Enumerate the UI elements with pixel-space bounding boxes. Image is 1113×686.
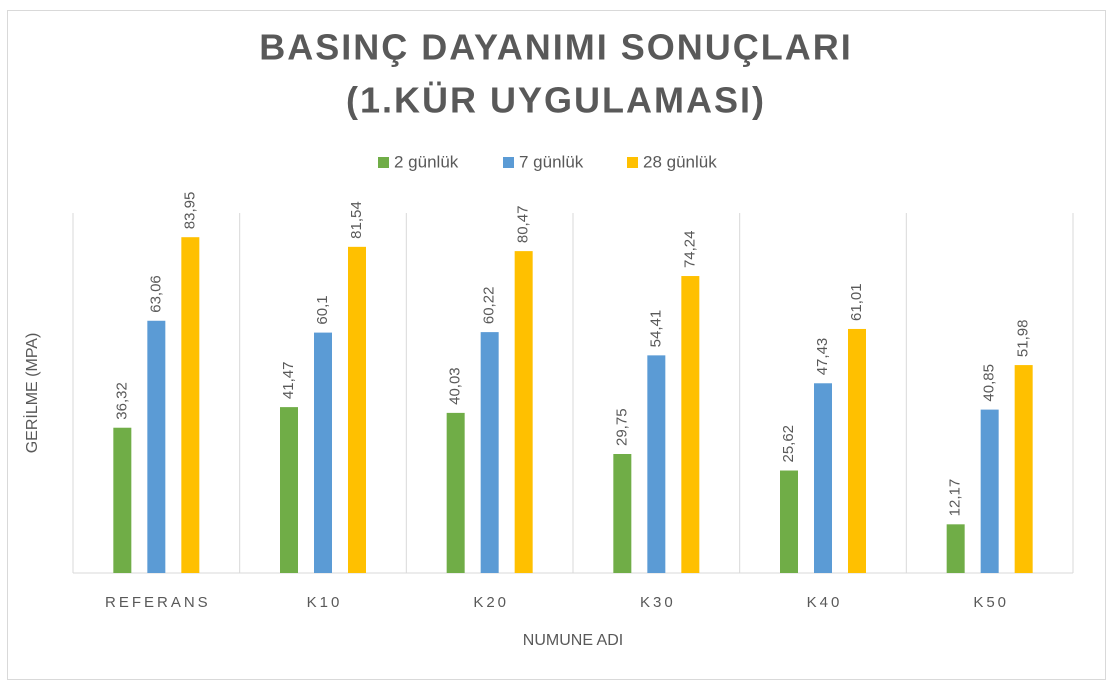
data-label: 40,85 bbox=[981, 364, 998, 402]
x-tick-label: K20 bbox=[473, 594, 509, 611]
bar bbox=[814, 383, 832, 573]
data-label: 36,32 bbox=[113, 382, 130, 420]
data-label: 40,03 bbox=[447, 367, 464, 405]
bar bbox=[348, 246, 366, 573]
data-label: 81,54 bbox=[348, 201, 365, 239]
x-tick-label: K40 bbox=[807, 594, 843, 611]
bar bbox=[613, 454, 632, 573]
bar bbox=[113, 427, 132, 573]
data-label: 60,22 bbox=[481, 287, 498, 325]
bar bbox=[647, 355, 666, 573]
bar bbox=[946, 524, 965, 573]
data-label: 61,01 bbox=[848, 283, 865, 321]
bar bbox=[446, 412, 465, 573]
legend-swatch bbox=[503, 157, 514, 168]
data-label: 12,17 bbox=[947, 479, 964, 517]
x-tick-label: K30 bbox=[640, 594, 676, 611]
data-label: 63,06 bbox=[147, 275, 164, 313]
data-label: 47,43 bbox=[814, 338, 831, 376]
data-label: 51,98 bbox=[1015, 320, 1032, 358]
legend-swatch bbox=[627, 157, 638, 168]
y-axis-title: GERİLME (MPA) bbox=[22, 333, 41, 454]
chart-subtitle: (1.KÜR UYGULAMASI) bbox=[346, 80, 766, 121]
bar bbox=[980, 409, 999, 573]
bar bbox=[480, 332, 499, 573]
x-tick-label: REFERANS bbox=[105, 594, 211, 611]
bar bbox=[280, 407, 298, 573]
data-label: 25,62 bbox=[780, 425, 797, 463]
legend-label: 2 günlük bbox=[394, 152, 459, 171]
data-label: 29,75 bbox=[613, 408, 630, 446]
x-tick-label: K10 bbox=[307, 594, 343, 611]
bar bbox=[681, 276, 700, 573]
legend-label: 28 günlük bbox=[643, 152, 717, 171]
x-tick-label: K50 bbox=[973, 594, 1009, 611]
chart-title: BASINÇ DAYANIMI SONUÇLARI bbox=[259, 27, 852, 68]
legend-swatch bbox=[378, 157, 389, 168]
x-axis-title: NUMUNE ADI bbox=[523, 632, 623, 649]
bar bbox=[314, 332, 332, 573]
bar bbox=[181, 237, 200, 573]
data-label: 54,41 bbox=[647, 310, 664, 348]
bar bbox=[848, 328, 866, 573]
data-label: 41,47 bbox=[280, 362, 297, 400]
data-label: 60,1 bbox=[314, 295, 331, 324]
legend-label: 7 günlük bbox=[519, 152, 584, 171]
bar bbox=[780, 470, 798, 573]
data-label: 80,47 bbox=[515, 206, 532, 244]
bar bbox=[514, 251, 533, 573]
data-label: 74,24 bbox=[681, 230, 698, 268]
bar bbox=[1014, 365, 1033, 573]
data-label: 83,95 bbox=[181, 192, 198, 230]
bar bbox=[147, 320, 166, 573]
